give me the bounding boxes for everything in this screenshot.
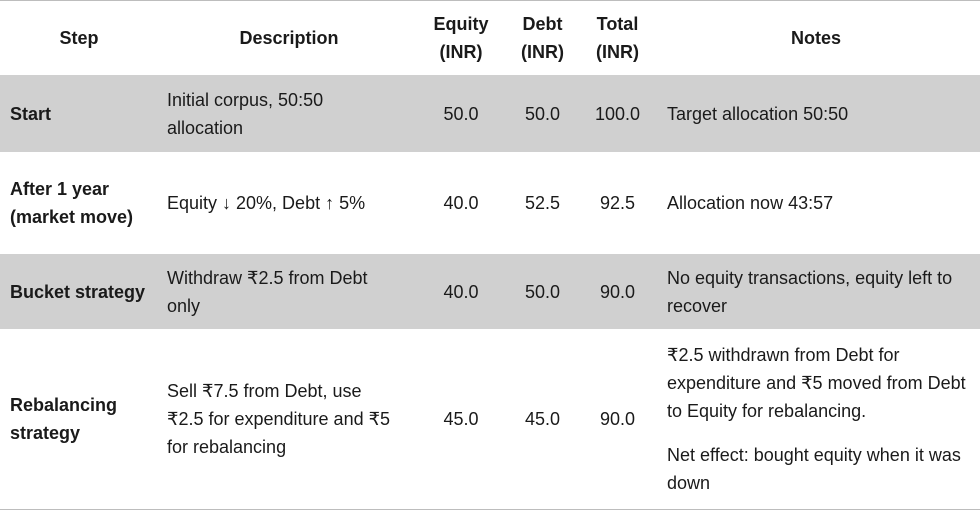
column-header: Equity (INR) xyxy=(433,14,489,62)
description-cell: Equity ↓ 20%, Debt ↑ 5% xyxy=(167,193,366,213)
step-cell: Bucket strategy xyxy=(0,254,158,329)
note-paragraph: Allocation now 43:57 xyxy=(667,193,834,213)
note-paragraph: Net effect: bought equity when it was do… xyxy=(667,444,961,493)
debt-cell: 50.0 xyxy=(502,75,583,152)
description-cell: Sell ₹7.5 from Debt, use ₹2.5 for expend… xyxy=(167,380,391,457)
note-paragraph: Target allocation 50:50 xyxy=(667,103,849,124)
notes-cell: Target allocation 50:50 xyxy=(652,75,980,152)
column-header: Notes xyxy=(790,28,841,48)
table-row: After 1 year (market move) Equity ↓ 20%, … xyxy=(0,152,980,254)
equity-cell: 50.0 xyxy=(420,75,502,152)
description-cell: Initial corpus, 50:50 allocation xyxy=(158,75,420,152)
table-row: Rebalancing strategy Sell ₹7.5 from Debt,… xyxy=(0,329,980,509)
table-row: Start Initial corpus, 50:50 allocation 50.… xyxy=(0,75,980,152)
step-cell: After 1 year (market move) xyxy=(10,179,134,227)
description-cell: Withdraw ₹2.5 from Debt only xyxy=(158,254,420,329)
total-cell: 100.0 xyxy=(583,75,652,152)
equity-cell: 40.0 xyxy=(443,193,479,213)
debt-cell: 50.0 xyxy=(502,254,583,329)
note-paragraph: ₹2.5 withdrawn from Debt for expenditure… xyxy=(667,344,966,421)
table-row: Bucket strategy Withdraw ₹2.5 from Debt o… xyxy=(0,254,980,329)
column-header: Step xyxy=(59,28,99,48)
notes-cell: Allocation now 43:57 xyxy=(652,152,980,254)
column-header: Description xyxy=(239,28,339,48)
column-header: Total (INR) xyxy=(596,14,639,62)
step-cell: Start xyxy=(0,75,158,152)
notes-cell: ₹2.5 withdrawn from Debt for expenditure… xyxy=(652,329,980,509)
column-header: Debt (INR) xyxy=(521,14,564,62)
total-cell: 90.0 xyxy=(583,254,652,329)
equity-cell: 45.0 xyxy=(443,408,479,429)
step-cell: Rebalancing strategy xyxy=(10,394,118,443)
header-row: Step Description Equity (INR) Debt (INR) Tot… xyxy=(0,1,980,76)
table-body: Start Initial corpus, 50:50 allocation 50.… xyxy=(0,75,980,509)
debt-cell: 45.0 xyxy=(524,408,561,429)
equity-cell: 40.0 xyxy=(420,254,502,329)
notes-cell: No equity transactions, equity left to r… xyxy=(652,254,980,329)
debt-cell: 52.5 xyxy=(524,193,561,213)
note-paragraph: No equity transactions, equity left to r… xyxy=(667,267,953,316)
total-cell: 92.5 xyxy=(599,193,636,213)
total-cell: 90.0 xyxy=(599,408,636,429)
